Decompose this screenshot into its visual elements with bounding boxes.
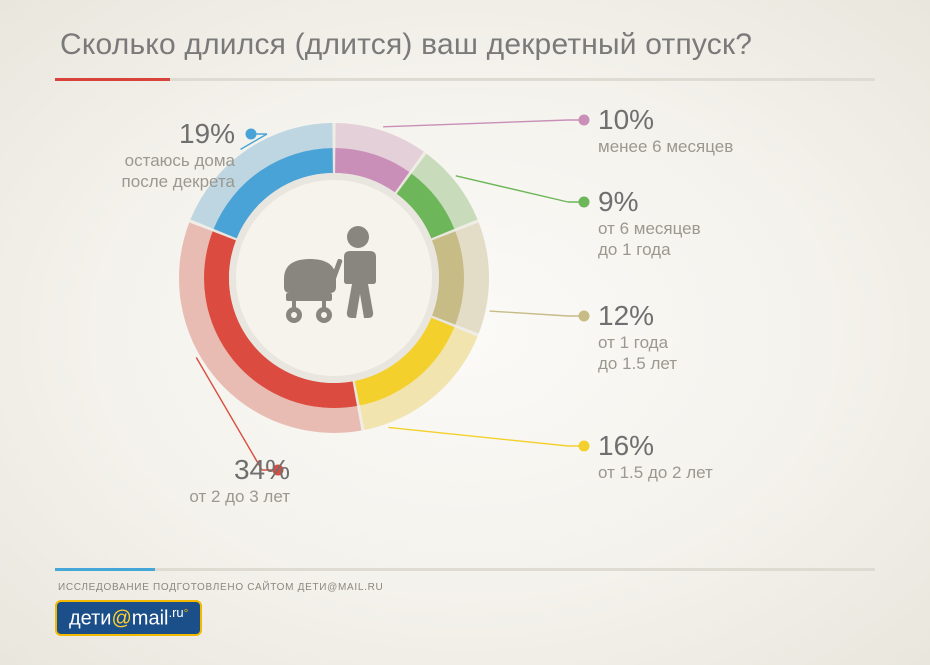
page-title: Сколько длился (длится) ваш декретный от… (60, 28, 752, 62)
label-6m-1y: 9% от 6 месяцевдо 1 года (598, 186, 701, 261)
label-2y-3y: 34% от 2 до 3 лет (150, 454, 290, 507)
label-less-6m: 10% менее 6 месяцев (598, 104, 733, 157)
bottom-rule (55, 568, 875, 571)
label-1.5y-2y: 16% от 1.5 до 2 лет (598, 430, 713, 483)
logo-badge: дети@mail.ru° (55, 600, 202, 636)
top-rule (55, 78, 875, 81)
credit-line: ИССЛЕДОВАНИЕ ПОДГОТОВЛЕНО САЙТОМ ДЕТИ@MA… (58, 582, 383, 593)
label-1y-1.5y: 12% от 1 годадо 1.5 лет (598, 300, 677, 375)
label-stay-home: 19% остаюсь домапосле декрета (65, 118, 235, 193)
